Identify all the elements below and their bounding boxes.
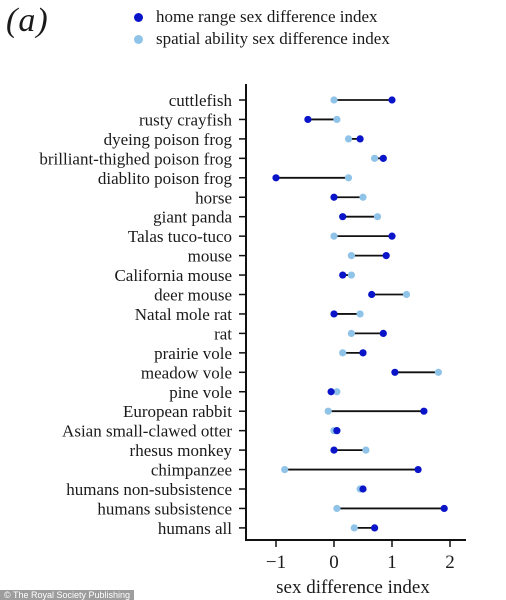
- home-range-point: [368, 290, 376, 299]
- category-label: mouse: [188, 247, 232, 266]
- spatial-ability-point: [344, 135, 353, 143]
- spatial-ability-point: [347, 329, 355, 337]
- home-range-point: [272, 174, 280, 182]
- spatial-ability-point: [373, 213, 382, 221]
- home-range-point: [388, 232, 396, 240]
- category-label: humans subsistence: [97, 499, 232, 518]
- spatial-ability-point: [333, 115, 341, 124]
- legend-label-spatial-ability: spatial ability sex difference index: [156, 29, 390, 48]
- home-range-point: [371, 524, 379, 532]
- home-range-point: [339, 271, 347, 279]
- category-label: meadow vole: [141, 363, 232, 382]
- spatial-ability-point: [333, 504, 341, 513]
- category-label: deer mouse: [154, 286, 232, 305]
- category-label: rusty crayfish: [139, 110, 233, 129]
- category-label: California mouse: [114, 266, 232, 285]
- category-label: rhesus monkey: [130, 441, 233, 460]
- spatial-ability-point: [434, 368, 442, 376]
- x-axis-label: sex difference index: [276, 577, 430, 598]
- spatial-ability-point: [362, 446, 370, 454]
- spatial-ability-point: [324, 407, 332, 415]
- spatial-ability-point: [281, 465, 289, 474]
- home-range-point: [356, 135, 364, 143]
- spatial-ability-point: [347, 252, 355, 260]
- legend-item-home-range: home range sex difference index: [134, 6, 390, 28]
- home-range-point: [440, 504, 448, 513]
- home-range-point: [330, 446, 338, 454]
- category-label: cuttlefish: [169, 91, 233, 110]
- category-label: diablito poison frog: [98, 169, 233, 188]
- home-range-point: [379, 329, 387, 337]
- spatial-ability-point: [330, 232, 338, 240]
- home-range-point: [379, 154, 387, 162]
- home-range-point: [420, 407, 428, 415]
- x-tick-label: 1: [387, 552, 397, 573]
- home-range-point: [327, 388, 335, 396]
- home-range-point: [391, 368, 399, 376]
- spatial-ability-point: [347, 271, 355, 279]
- category-label: horse: [195, 188, 232, 207]
- legend-marker-spatial-ability: [134, 34, 143, 44]
- category-label: pine vole: [169, 383, 232, 402]
- home-range-point: [359, 349, 367, 357]
- home-range-point: [414, 465, 422, 474]
- spatial-ability-point: [402, 290, 411, 299]
- copyright-credit: © The Royal Society Publishing: [0, 590, 135, 600]
- category-label: prairie vole: [154, 344, 232, 363]
- category-label: humans all: [158, 519, 232, 538]
- spatial-ability-point: [330, 96, 338, 104]
- spatial-ability-point: [371, 154, 379, 162]
- spatial-ability-point: [359, 193, 367, 201]
- category-label: rat: [214, 324, 232, 343]
- legend-marker-home-range: [134, 12, 143, 22]
- category-label: Natal mole rat: [135, 305, 233, 324]
- spatial-ability-point: [339, 349, 347, 357]
- category-label: giant panda: [153, 208, 232, 227]
- spatial-ability-point: [350, 524, 358, 532]
- category-label: Asian small-clawed otter: [62, 422, 232, 441]
- home-range-point: [333, 427, 341, 435]
- spatial-ability-point: [333, 388, 341, 396]
- category-label: dyeing poison frog: [104, 130, 233, 149]
- spatial-ability-point: [344, 174, 353, 182]
- category-label: brilliant-thighed poison frog: [39, 149, 232, 168]
- category-label: chimpanzee: [151, 461, 232, 480]
- x-tick-label: −1: [266, 552, 286, 573]
- panel-label: (a): [6, 2, 49, 39]
- home-range-point: [359, 485, 367, 493]
- home-range-point: [330, 310, 338, 318]
- home-range-point: [388, 96, 396, 104]
- x-tick-label: 0: [329, 552, 339, 573]
- legend-label-home-range: home range sex difference index: [156, 7, 378, 26]
- spatial-ability-point: [356, 310, 364, 318]
- category-label: humans non-subsistence: [66, 480, 232, 499]
- home-range-point: [382, 252, 390, 260]
- home-range-point: [304, 115, 312, 124]
- legend-item-spatial-ability: spatial ability sex difference index: [134, 28, 390, 50]
- category-label: European rabbit: [123, 402, 232, 421]
- category-label: Talas tuco-tuco: [128, 227, 232, 246]
- legend: home range sex difference index spatial …: [134, 6, 390, 50]
- x-tick-label: 2: [445, 552, 455, 573]
- home-range-point: [339, 213, 347, 221]
- home-range-point: [330, 193, 338, 201]
